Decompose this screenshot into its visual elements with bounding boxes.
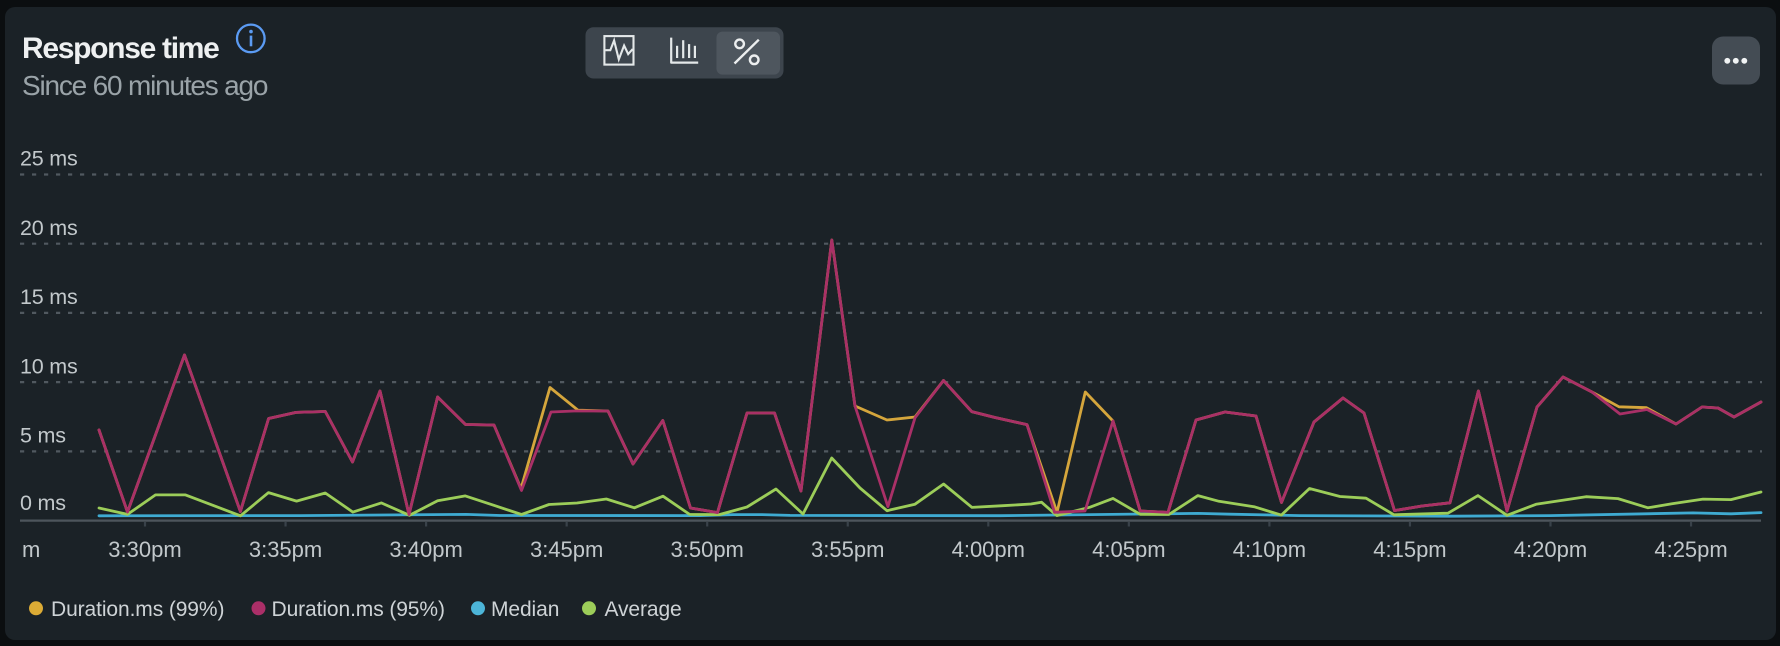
svg-text:3:55pm: 3:55pm (811, 537, 884, 562)
svg-text:0 ms: 0 ms (20, 491, 66, 515)
svg-text:Duration.ms (95%): Duration.ms (95%) (272, 598, 445, 621)
svg-text:3:40pm: 3:40pm (389, 537, 462, 562)
svg-text:4:15pm: 4:15pm (1373, 537, 1446, 562)
svg-text:20 ms: 20 ms (20, 216, 78, 240)
svg-text:4:20pm: 4:20pm (1514, 537, 1587, 562)
svg-text:15 ms: 15 ms (20, 285, 78, 309)
svg-text:10 ms: 10 ms (20, 354, 78, 378)
svg-text:4:05pm: 4:05pm (1092, 537, 1165, 562)
svg-text:3:50pm: 3:50pm (671, 537, 744, 562)
svg-text:4:25pm: 4:25pm (1654, 537, 1727, 562)
svg-text:5 ms: 5 ms (20, 424, 66, 448)
svg-text:4:10pm: 4:10pm (1233, 537, 1306, 562)
svg-text:Duration.ms (99%): Duration.ms (99%) (51, 598, 224, 621)
svg-text:3:30pm: 3:30pm (108, 537, 181, 562)
svg-text:Since 60 minutes ago: Since 60 minutes ago (22, 70, 268, 101)
svg-text:4:00pm: 4:00pm (952, 537, 1025, 562)
svg-text:3:35pm: 3:35pm (249, 537, 322, 562)
svg-text:25 ms: 25 ms (20, 147, 78, 171)
svg-text:m: m (22, 537, 40, 562)
svg-text:Response time: Response time (22, 32, 219, 65)
svg-text:3:45pm: 3:45pm (530, 537, 603, 562)
svg-text:Median: Median (491, 598, 559, 621)
svg-text:Average: Average (605, 598, 682, 621)
